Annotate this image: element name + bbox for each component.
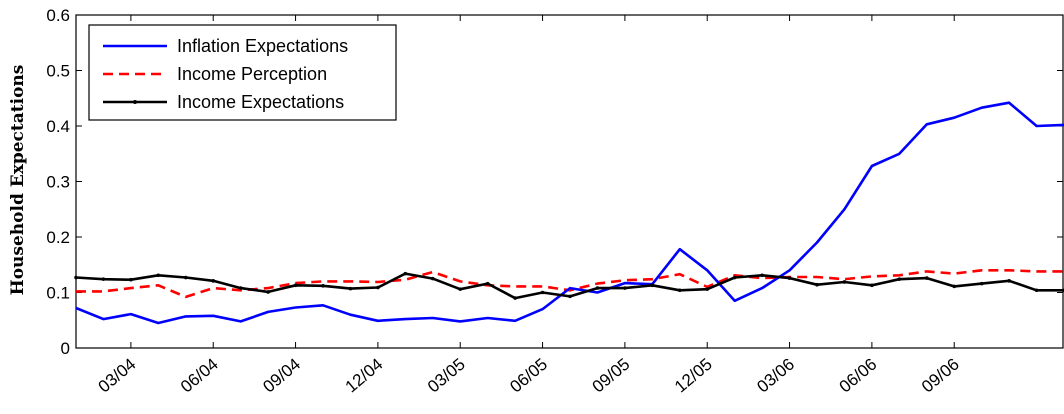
series-point xyxy=(540,290,545,295)
x-tick-label: 03/06 xyxy=(753,355,798,397)
legend-box xyxy=(88,24,397,121)
x-tick-label: 03/05 xyxy=(424,355,469,397)
x-tick-label: 06/06 xyxy=(836,355,881,397)
series-point xyxy=(238,286,243,290)
series-layer xyxy=(74,101,1064,325)
series-point xyxy=(211,279,216,283)
series-point xyxy=(924,276,929,280)
series-point xyxy=(293,283,298,288)
series-point xyxy=(732,275,737,280)
series-line-income-perception xyxy=(76,268,1064,299)
legend-marker xyxy=(133,100,137,104)
series-point xyxy=(430,276,435,281)
series-line-income-expectations xyxy=(75,272,1064,300)
x-tick-label: 03/04 xyxy=(95,355,140,397)
legend-label: Income Perception xyxy=(177,64,327,84)
series-point xyxy=(595,286,600,290)
series-point xyxy=(870,283,874,288)
y-tick-label: 0.5 xyxy=(46,62,70,81)
series-point xyxy=(183,275,188,280)
series-point xyxy=(1007,279,1011,283)
series-point xyxy=(101,277,106,281)
series-point xyxy=(623,286,627,290)
series-point xyxy=(897,277,902,281)
y-tick-label: 0.3 xyxy=(46,173,70,192)
series-point xyxy=(266,290,270,294)
y-axis-label: Household Expectations xyxy=(8,65,28,296)
series-point xyxy=(513,296,517,300)
series-point xyxy=(815,282,819,287)
legend-label: Inflation Expectations xyxy=(177,36,348,56)
series-point xyxy=(705,287,710,291)
series-point xyxy=(129,277,133,282)
series-point xyxy=(458,287,463,291)
y-tick-label: 0.4 xyxy=(46,117,70,136)
x-tick-label: 09/04 xyxy=(259,355,304,397)
series-point xyxy=(842,280,847,284)
series-point xyxy=(1034,288,1039,293)
series-point xyxy=(485,281,490,286)
y-tick-label: 0.6 xyxy=(46,6,70,25)
x-tick-label: 09/06 xyxy=(918,355,963,397)
y-tick-label: 0.1 xyxy=(46,284,70,303)
series-point xyxy=(760,273,764,278)
series-point xyxy=(979,281,984,286)
series-point xyxy=(321,284,325,288)
legend: Inflation Expectations Income Perception I… xyxy=(88,24,397,121)
series-line-inflation-expectations xyxy=(75,101,1064,325)
series-point xyxy=(348,286,353,291)
y-tick-label: 0 xyxy=(61,339,70,358)
series-point xyxy=(376,285,380,290)
series-point xyxy=(403,271,408,276)
x-tick-label: 09/05 xyxy=(589,355,634,397)
legend-label: Income Expectations xyxy=(177,92,344,112)
series-point xyxy=(74,275,78,280)
y-tick-label: 0.2 xyxy=(46,228,70,247)
series-point xyxy=(787,276,792,280)
series-point xyxy=(952,284,957,289)
x-tick-label: 06/04 xyxy=(177,355,222,397)
x-tick-label: 12/04 xyxy=(342,355,387,397)
series-point xyxy=(677,288,682,293)
series-point xyxy=(650,283,655,288)
x-tick-label: 06/05 xyxy=(506,355,551,397)
series-point xyxy=(568,294,572,299)
x-tick-label: 12/05 xyxy=(671,355,716,397)
series-point xyxy=(156,273,161,278)
